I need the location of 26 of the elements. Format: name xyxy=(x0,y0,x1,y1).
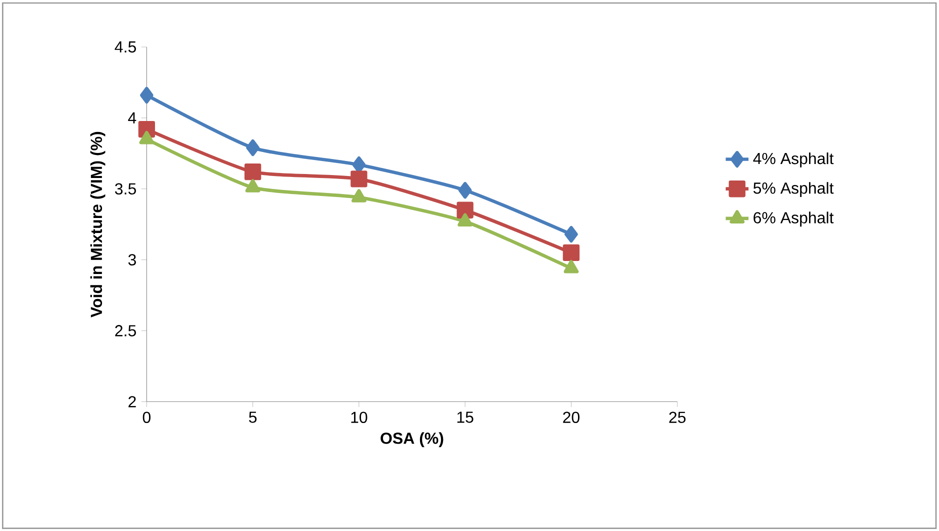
y-tick-label: 4 xyxy=(128,112,136,124)
y-tick-label: 3.5 xyxy=(114,183,136,195)
x-tick-label: 5 xyxy=(249,412,257,423)
point xyxy=(246,139,260,156)
legend-label: 6% Asphalt xyxy=(754,212,834,227)
y-tick-label: 2 xyxy=(128,396,136,408)
y-tick-label: 3 xyxy=(128,254,136,266)
point xyxy=(244,163,262,180)
x-tick-label: 25 xyxy=(669,412,686,424)
point xyxy=(140,86,154,104)
y-axis-title: Void in Mixture (VIM) (%) xyxy=(90,132,106,318)
x-axis-title: OSA (%) xyxy=(380,432,444,448)
point xyxy=(351,189,366,202)
point xyxy=(456,202,474,218)
x-tick-label: 15 xyxy=(457,412,474,423)
y-tick-label: 4.5 xyxy=(114,41,136,53)
point xyxy=(562,244,580,262)
point xyxy=(350,170,368,188)
legend-label: 5% Asphalt xyxy=(753,182,834,197)
x-tick-label: 20 xyxy=(563,412,580,424)
legend-label: 4% Asphalt xyxy=(753,152,834,168)
x-tick-label: 0 xyxy=(142,412,151,424)
point xyxy=(564,226,578,243)
point xyxy=(458,182,472,199)
y-tick-label: 2.5 xyxy=(115,325,136,336)
x-tick-label: 10 xyxy=(351,412,368,424)
